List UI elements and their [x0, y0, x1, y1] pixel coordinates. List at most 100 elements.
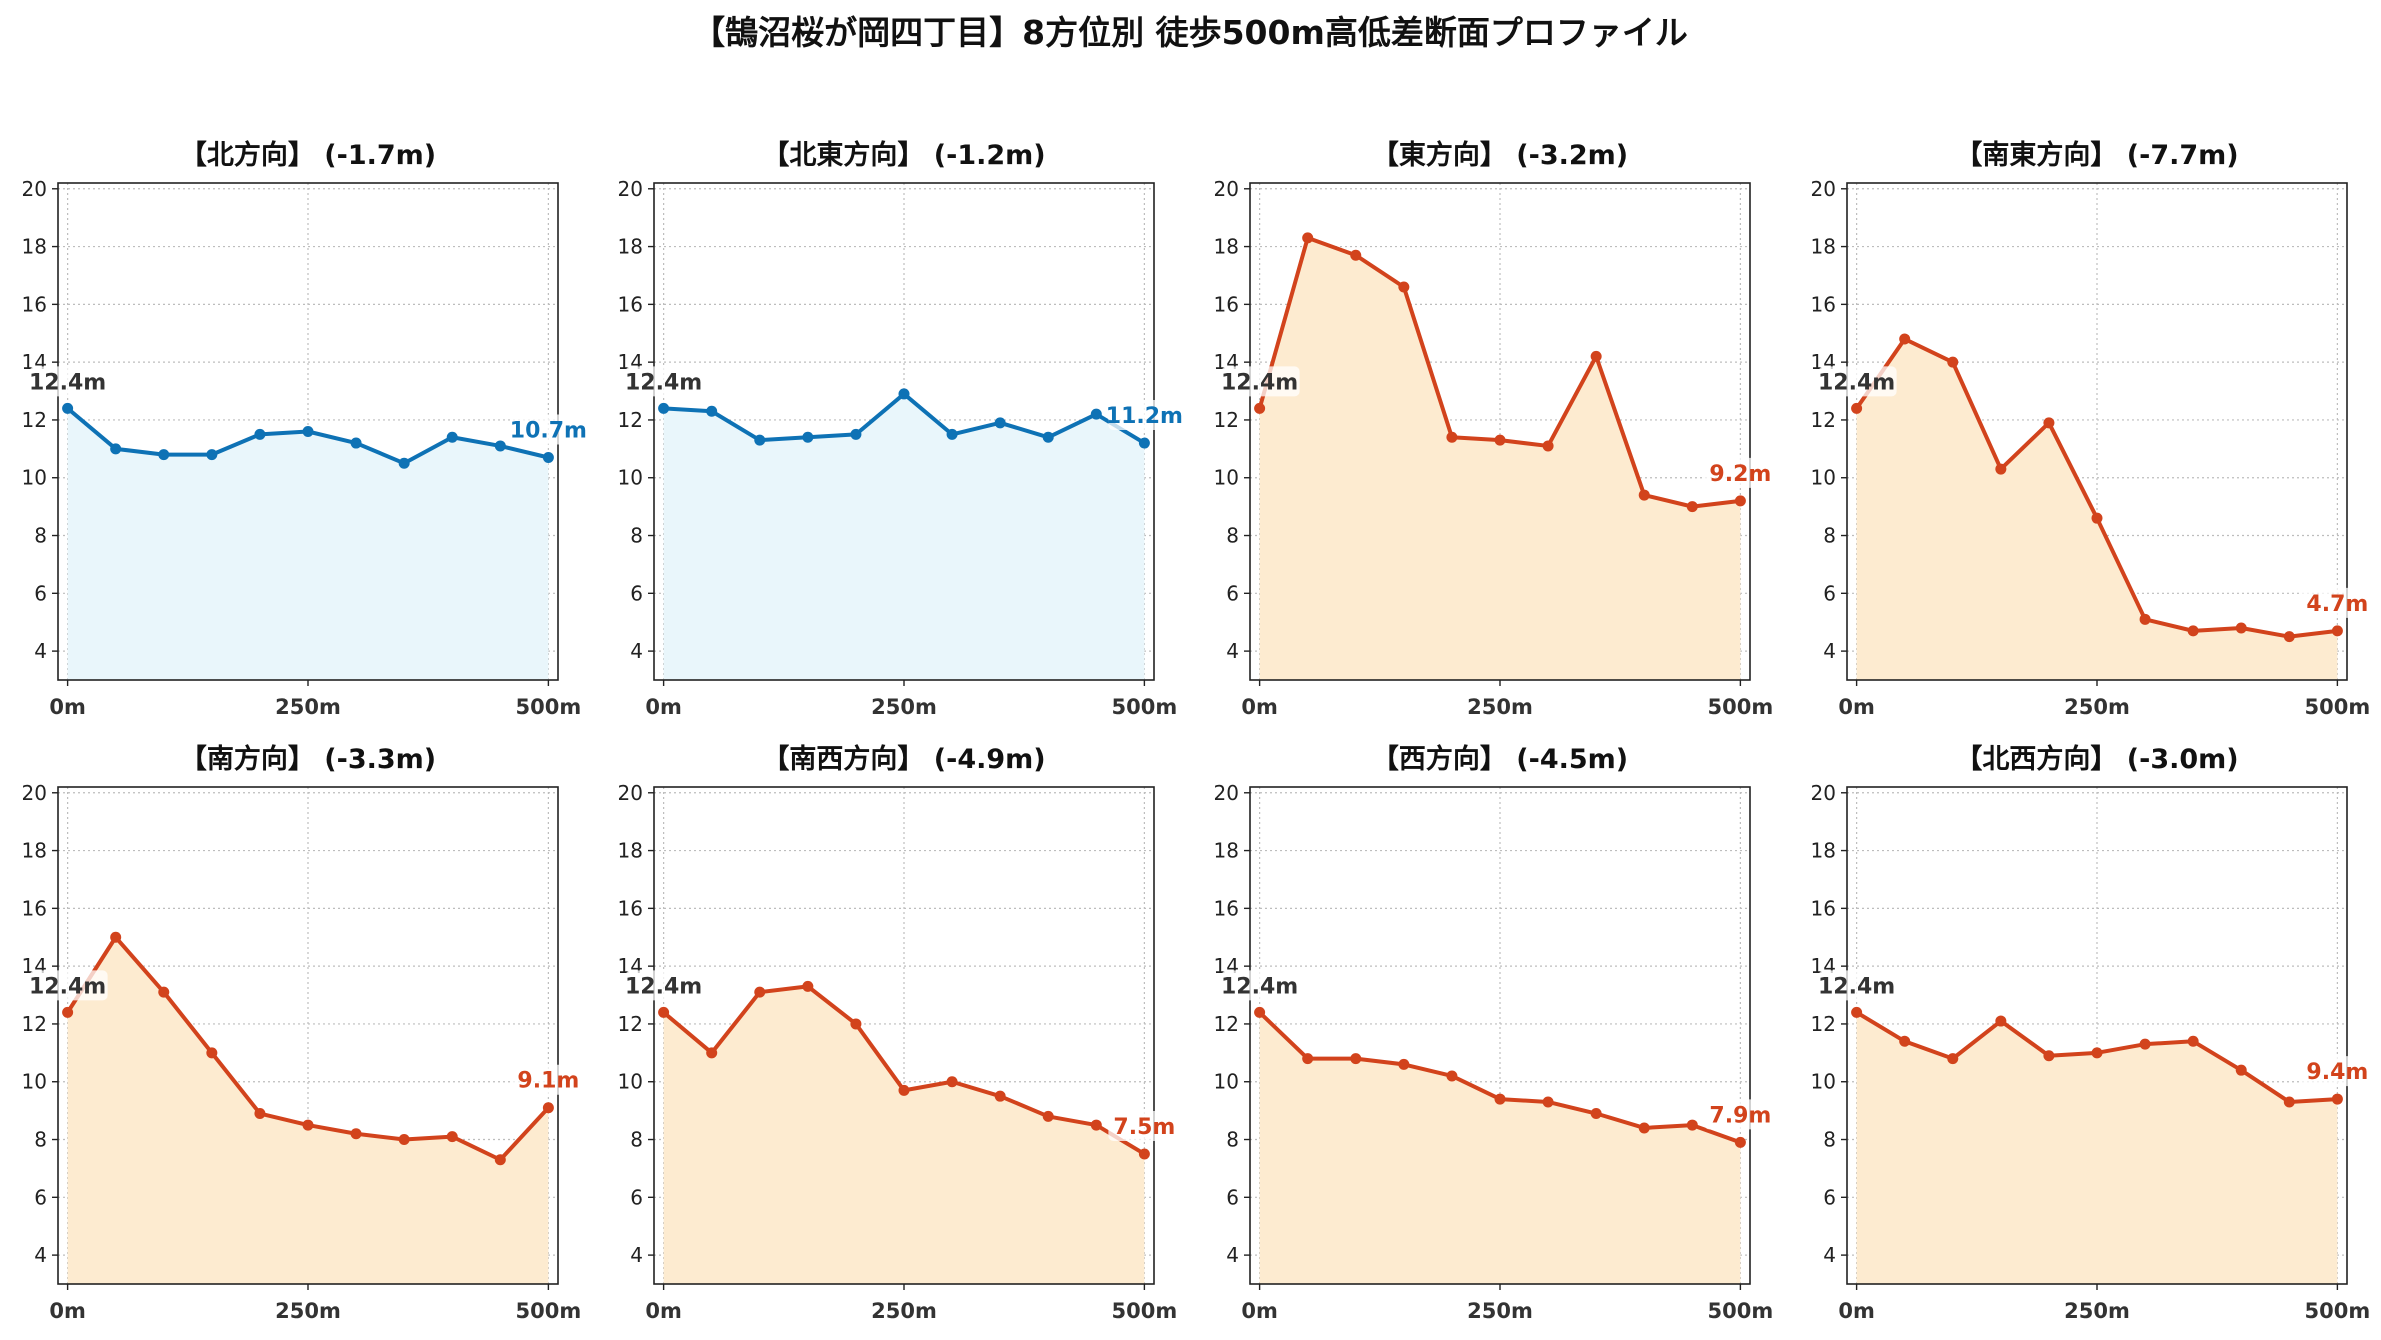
start-label-background	[1818, 970, 1897, 1001]
y-tick-label: 4	[1226, 1243, 1239, 1267]
elevation-point	[2139, 1038, 2151, 1050]
x-tick-label: 0m	[49, 1299, 86, 1323]
y-tick-label: 12	[1811, 1012, 1836, 1036]
elevation-point	[1254, 1006, 1266, 1018]
elevation-point	[994, 417, 1006, 429]
end-elevation-label: 9.2m	[1709, 462, 1771, 487]
y-tick-label: 18	[1214, 839, 1239, 863]
end-elevation-label: 4.7m	[2306, 592, 2368, 617]
end-label-background	[2301, 587, 2374, 618]
y-tick-label: 20	[1214, 781, 1239, 805]
end-elevation-label: 7.9m	[1709, 1103, 1771, 1128]
chart-title: 【北西方向】 (-3.0m)	[1955, 743, 2238, 775]
y-tick-label: 10	[1811, 1070, 1836, 1094]
elevation-point	[1995, 463, 2007, 475]
y-tick-label: 20	[22, 177, 47, 201]
elevation-point	[1090, 408, 1102, 420]
x-tick-label: 250m	[275, 1299, 341, 1323]
elevation-point	[2331, 1093, 2343, 1105]
elevation-point	[158, 986, 170, 998]
elevation-point	[1542, 1096, 1554, 1108]
elevation-point	[350, 437, 362, 449]
start-elevation-label: 12.4m	[625, 370, 702, 395]
elevation-point	[206, 449, 218, 461]
elevation-area	[663, 393, 1145, 680]
x-tick-label: 500m	[1708, 695, 1774, 719]
chart-title: 【南西方向】 (-4.9m)	[762, 743, 1045, 775]
elevation-point	[1398, 1058, 1410, 1070]
x-tick-label: 0m	[1241, 695, 1278, 719]
x-tick-label: 0m	[49, 695, 86, 719]
end-elevation-label: 10.7m	[510, 419, 587, 444]
elevation-point	[754, 434, 766, 446]
y-tick-label: 8	[1823, 524, 1836, 548]
elevation-point	[1138, 1148, 1150, 1160]
end-label-background	[1108, 1110, 1181, 1141]
elevation-point	[2187, 625, 2199, 637]
x-tick-label: 500m	[516, 1299, 582, 1323]
elevation-point	[802, 431, 814, 443]
elevation-point	[898, 1084, 910, 1096]
elevation-point	[1590, 350, 1602, 362]
elevation-point	[398, 1134, 410, 1146]
y-tick-label: 12	[618, 408, 643, 432]
y-tick-label: 20	[1214, 177, 1239, 201]
y-tick-label: 4	[1226, 639, 1239, 663]
elevation-point	[1638, 1122, 1650, 1134]
y-tick-label: 10	[1214, 466, 1239, 490]
x-tick-label: 0m	[645, 695, 682, 719]
elevation-area	[1856, 339, 2338, 680]
x-tick-label: 500m	[2305, 1299, 2371, 1323]
elevation-point	[658, 402, 670, 414]
end-label-background	[512, 414, 585, 445]
elevation-point	[706, 1047, 718, 1059]
start-elevation-label: 12.4m	[1221, 370, 1298, 395]
y-tick-label: 12	[1214, 408, 1239, 432]
start-label-background	[1221, 970, 1300, 1001]
elevation-point	[1042, 1110, 1054, 1122]
elevation-point	[1042, 431, 1054, 443]
chart-title: 【南東方向】 (-7.7m)	[1955, 139, 2238, 171]
y-tick-label: 10	[1811, 466, 1836, 490]
elevation-point	[1446, 431, 1458, 443]
elevation-point	[850, 428, 862, 440]
elevation-point	[802, 980, 814, 992]
elevation-point	[2091, 1047, 2103, 1059]
y-tick-label: 6	[630, 1185, 643, 1209]
x-tick-label: 0m	[1241, 1299, 1278, 1323]
elevation-point	[1995, 1015, 2007, 1027]
elevation-point	[494, 440, 506, 452]
start-label-background	[625, 970, 704, 1001]
elevation-point	[1947, 356, 1959, 368]
elevation-point	[494, 1154, 506, 1166]
start-label-background	[1221, 366, 1300, 397]
y-tick-label: 18	[618, 235, 643, 259]
elevation-point	[1350, 1053, 1362, 1065]
end-label-background	[1704, 1099, 1777, 1130]
start-elevation-label: 12.4m	[1818, 974, 1895, 999]
chart-title: 【北東方向】 (-1.2m)	[762, 139, 1045, 171]
x-tick-label: 250m	[871, 695, 937, 719]
x-tick-label: 250m	[1467, 1299, 1533, 1323]
end-elevation-label: 11.2m	[1106, 404, 1183, 429]
y-tick-label: 8	[630, 1128, 643, 1152]
x-tick-label: 250m	[2064, 1299, 2130, 1323]
elevation-area	[1856, 1012, 2338, 1284]
elevation-point	[2187, 1035, 2199, 1047]
elevation-point	[1494, 1093, 1506, 1105]
y-tick-label: 8	[1226, 524, 1239, 548]
y-tick-label: 18	[1811, 839, 1836, 863]
elevation-point	[110, 443, 122, 455]
elevation-point	[2235, 622, 2247, 634]
y-tick-label: 6	[630, 581, 643, 605]
x-tick-label: 250m	[275, 695, 341, 719]
elevation-point	[1899, 1035, 1911, 1047]
y-tick-label: 12	[22, 1012, 47, 1036]
x-tick-label: 250m	[1467, 695, 1533, 719]
